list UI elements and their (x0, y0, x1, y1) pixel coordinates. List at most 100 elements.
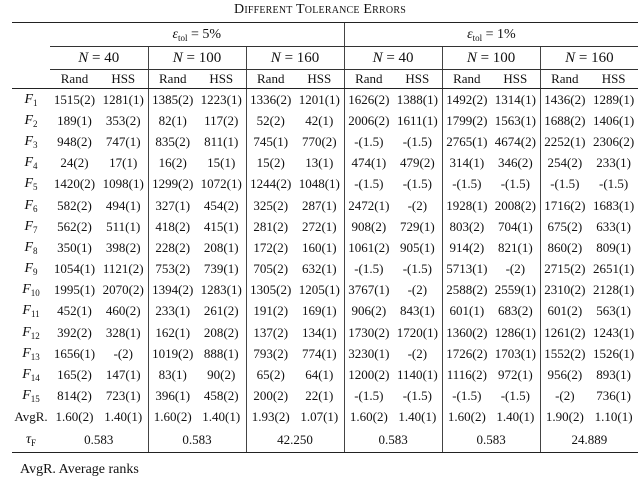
table-cell: 705(2) (245, 258, 295, 280)
table-cell: -(2) (407, 282, 428, 298)
table-cell: 1552(2) (539, 343, 590, 365)
n-header: N = 40 (343, 46, 443, 70)
table-cell: 15(2) (245, 152, 295, 174)
row-label: F8 (24, 239, 38, 256)
table-caption: Different Tolerance Errors (234, 2, 406, 17)
table-cell: 392(2) (57, 324, 92, 340)
table-cell: 1388(1) (396, 91, 438, 107)
table-cell: 683(2) (497, 303, 533, 319)
row-label: τF (12, 428, 50, 453)
n-header: N = 40 (50, 46, 148, 70)
table-cell: 52(2) (245, 110, 295, 132)
table-cell: 1406(1) (593, 112, 635, 128)
table-cell: 1.60(2) (55, 409, 94, 425)
table-cell: 418(2) (147, 216, 197, 238)
table-cell: 948(2) (57, 133, 92, 149)
table-row: F9 1054(1) 1121(2) 753(2) 739(1) 705(2) 632(1)… (12, 258, 638, 280)
table-cell: 327(1) (147, 194, 197, 217)
row-label: F10 (22, 282, 40, 299)
table-cell: 1703(1) (494, 345, 536, 361)
table-cell: 350(1) (57, 239, 92, 255)
table-row: F6 582(2) 494(1) 327(1) 454(2) 325(2) 287(1) 24… (12, 194, 638, 217)
table-cell: 189(1) (57, 112, 92, 128)
method-header: HSS (295, 69, 345, 89)
footnote: AvgR. Average ranks (20, 462, 139, 477)
table-cell: 64(1) (305, 367, 334, 383)
table-cell: 1385(2) (147, 88, 197, 111)
table-cell: 2070(2) (102, 282, 144, 298)
table-cell: 972(1) (497, 367, 533, 383)
corner-cell (12, 22, 50, 47)
table-cell: 147(1) (105, 367, 141, 383)
table-cell: 1928(1) (441, 194, 492, 217)
table-cell: 1683(1) (593, 197, 635, 213)
table-cell: 906(2) (343, 300, 394, 323)
table-cell: -(2) (539, 385, 590, 407)
table-cell: 1.40(1) (398, 409, 437, 425)
table-cell: -(2) (407, 345, 428, 361)
row-label: F4 (24, 155, 38, 172)
table-cell: 1299(2) (147, 173, 197, 195)
table-row: F11 452(1) 460(2) 233(1) 261(2) 191(2) 169(1) 9… (12, 300, 638, 323)
tau-value: 0.583 (343, 428, 443, 453)
table-cell: 83(1) (147, 364, 197, 386)
table-cell: 860(2) (539, 237, 590, 259)
method-header: HSS (197, 69, 246, 89)
row-label: F3 (24, 133, 38, 150)
table-cell: 835(2) (147, 131, 197, 153)
epsilon-1-header: εtol = 1% (343, 22, 639, 47)
table-cell: 956(2) (539, 364, 590, 386)
table-cell: 2008(2) (494, 197, 536, 213)
row-label: F5 (24, 176, 38, 193)
table-cell: 908(2) (343, 216, 394, 238)
table-cell: 42(1) (305, 112, 334, 128)
table-cell: 704(1) (497, 218, 533, 234)
corner-cell (12, 47, 50, 70)
table-row: F3 948(2) 747(1) 835(2) 811(1) 745(1) 770(2) -(… (12, 131, 638, 153)
method-header: HSS (589, 69, 639, 89)
table-cell: 281(2) (245, 216, 295, 238)
table-cell: 479(2) (399, 155, 435, 171)
row-label: F15 (22, 388, 40, 405)
table-cell: 1061(2) (343, 237, 394, 259)
table-row: AvgR. 1.60(2) 1.40(1) 1.60(2) 1.40(1) 1.93(2)… (12, 406, 638, 428)
tau-value: 0.583 (147, 428, 246, 453)
results-table: εtol = 5% εtol = 1% N = 40 N = 100 N = 1… (12, 22, 639, 453)
table-cell: 1243(1) (593, 324, 635, 340)
row-label: F12 (22, 324, 40, 341)
table-cell: 675(2) (539, 216, 590, 238)
table-cell: 1360(2) (441, 322, 492, 344)
method-header: Rand (539, 69, 590, 89)
table-cell: 814(2) (57, 388, 92, 404)
table-cell: 137(2) (245, 322, 295, 344)
table-cell: -(1.5) (500, 388, 530, 404)
table-cell: 17(1) (109, 155, 138, 171)
table-cell: -(2) (407, 197, 428, 213)
table-cell: 582(2) (57, 197, 92, 213)
table-row: F7 562(2) 511(1) 418(2) 415(1) 281(2) 272(1) 90… (12, 216, 638, 238)
table-cell: 272(1) (301, 218, 337, 234)
table-cell: 2306(2) (593, 133, 635, 149)
table-cell: 1.10(1) (594, 409, 633, 425)
table-cell: 1283(1) (200, 282, 242, 298)
table-cell: 1201(1) (298, 91, 340, 107)
table-cell: -(1.5) (343, 385, 394, 407)
table-cell: 15(1) (207, 155, 236, 171)
table-cell: 458(2) (203, 388, 239, 404)
table-cell: -(1.5) (441, 385, 492, 407)
method-header: Rand (441, 69, 492, 89)
table-cell: 1.60(2) (147, 406, 197, 428)
table-cell: 165(2) (57, 367, 92, 383)
table-cell: -(1.5) (402, 133, 432, 149)
table-cell: 774(1) (301, 345, 337, 361)
table-cell: -(1.5) (343, 131, 394, 153)
row-label: F13 (22, 345, 40, 362)
table-cell: 1048(1) (298, 176, 340, 192)
n-header: N = 160 (539, 46, 639, 70)
table-cell: 208(2) (203, 324, 239, 340)
table-row: F14 165(2) 147(1) 83(1) 90(2) 65(2) 64(1) 1200(… (12, 364, 638, 386)
table-cell: 633(1) (596, 218, 631, 234)
table-cell: 1.40(1) (202, 409, 241, 425)
n-header: N = 100 (441, 46, 541, 70)
